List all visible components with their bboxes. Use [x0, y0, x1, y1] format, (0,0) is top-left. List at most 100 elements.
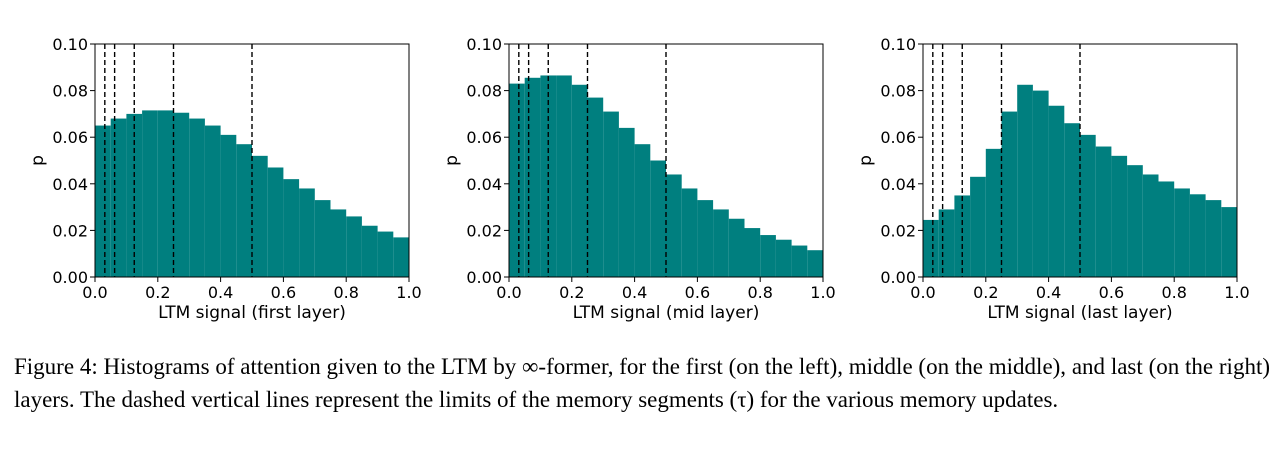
histogram-bar — [1189, 194, 1206, 277]
histogram-bar — [393, 237, 409, 277]
histogram-bar — [314, 200, 331, 277]
x-tick-label: 0.2 — [559, 283, 584, 302]
axes-frame — [508, 43, 824, 278]
y-tick-label: 0.08 — [466, 82, 502, 101]
y-tick-label: 0.08 — [52, 82, 88, 101]
y-tick-label: 0.02 — [52, 221, 88, 240]
histogram-bar — [1111, 155, 1128, 277]
histogram-bar — [330, 209, 347, 277]
histogram-bar — [603, 111, 619, 277]
histogram-bar — [618, 127, 635, 277]
chart-panel-1: 0.00 0.02 0.04 0.06 0.08 0.10 0.0 0.2 0.4 0.6 0.8 1… — [28, 35, 422, 323]
x-tick-label: 1.0 — [1224, 283, 1249, 302]
x-tick-label: 0.4 — [622, 283, 647, 302]
histogram-bar — [1142, 174, 1159, 277]
y-tick-label: 0.06 — [880, 128, 916, 147]
x-tick-label: 0.2 — [145, 283, 170, 302]
y-tick-label: 0.02 — [466, 221, 502, 240]
histogram-bar — [1221, 207, 1237, 277]
histogram-bar — [126, 113, 143, 278]
x-axis-label: LTM signal (first layer) — [158, 303, 346, 323]
histogram-bar — [775, 239, 792, 277]
y-tick-label: 0.10 — [880, 35, 916, 54]
histogram-bar — [556, 75, 572, 277]
histogram-bar — [807, 250, 823, 277]
x-tick-label: 0.6 — [685, 283, 710, 302]
x-tick-label: 0.4 — [208, 283, 233, 302]
x-tick-label: 0.6 — [271, 283, 296, 302]
histogram-bar — [95, 125, 111, 277]
histogram-bar — [283, 179, 300, 277]
x-axis-label: LTM signal (last layer) — [987, 303, 1172, 323]
histogram-bar — [697, 200, 714, 277]
histogram-bar — [267, 167, 284, 277]
axes-frame — [94, 43, 410, 278]
y-tick-label: 0.04 — [880, 175, 916, 194]
y-tick-label: 0.10 — [52, 35, 88, 54]
x-tick-label: 1.0 — [396, 283, 421, 302]
histogram-bar — [791, 245, 808, 277]
x-tick-label: 0.8 — [333, 283, 358, 302]
histogram-bar — [666, 174, 682, 277]
histogram-bar — [760, 235, 776, 277]
histogram-bar — [299, 188, 315, 277]
x-tick-label: 0.0 — [82, 283, 107, 302]
x-tick-label: 1.0 — [810, 283, 835, 302]
chart-panel-2: 0.00 0.02 0.04 0.06 0.08 0.10 0.0 0.2 0.4 0.6 0.8 1… — [442, 35, 836, 323]
histogram-bar — [1032, 90, 1049, 277]
chart-panel-3: 0.00 0.02 0.04 0.06 0.08 0.10 0.0 0.2 0.4 0.6 0.8 1… — [856, 35, 1250, 323]
histogram-bar — [681, 188, 698, 277]
y-tick-label: 0.00 — [52, 268, 88, 287]
histogram-bar — [142, 110, 158, 277]
y-tick-label: 0.08 — [880, 82, 916, 101]
histogram-bar — [571, 84, 588, 278]
histogram-bar — [236, 144, 252, 277]
histogram-bar — [1127, 165, 1143, 277]
y-axis-label: p — [28, 155, 48, 166]
histogram-bar — [157, 110, 174, 277]
histogram-bar — [587, 97, 604, 277]
y-tick-label: 0.06 — [466, 128, 502, 147]
histogram-bar — [713, 209, 729, 277]
y-tick-label: 0.10 — [466, 35, 502, 54]
histogram-bar — [650, 160, 666, 277]
x-tick-label: 0.0 — [910, 283, 935, 302]
y-axis-label: p — [856, 155, 876, 166]
histogram-bar — [252, 155, 268, 277]
histogram-bar — [509, 83, 525, 277]
y-axis-label: p — [442, 155, 462, 166]
x-axis-label: LTM signal (mid layer) — [573, 303, 760, 323]
histogram-bar — [220, 134, 237, 277]
x-tick-label: 0.6 — [1099, 283, 1124, 302]
histogram-bar — [938, 209, 955, 277]
x-tick-label: 0.8 — [747, 283, 772, 302]
histogram-bar — [1001, 111, 1018, 277]
histogram-bar — [189, 118, 205, 277]
y-tick-label: 0.00 — [466, 268, 502, 287]
x-tick-label: 0.2 — [973, 283, 998, 302]
y-tick-label: 0.04 — [466, 175, 502, 194]
x-tick-label: 0.0 — [496, 283, 521, 302]
histogram-bar — [173, 112, 190, 277]
histogram-bar — [110, 118, 127, 277]
y-tick-label: 0.00 — [880, 268, 916, 287]
histogram-bar — [1064, 123, 1080, 277]
histogram-bar — [377, 231, 394, 277]
histogram-bar — [361, 225, 378, 277]
y-tick-label: 0.04 — [52, 175, 88, 194]
histogram-bar — [1080, 134, 1096, 277]
histogram-bar — [1174, 188, 1190, 277]
figure-caption: Figure 4: Histograms of attention given … — [14, 354, 1270, 412]
x-tick-label: 0.8 — [1161, 283, 1186, 302]
histogram-bar — [1158, 181, 1175, 277]
histogram-bar — [1017, 84, 1033, 278]
x-tick-label: 0.4 — [1036, 283, 1061, 302]
y-tick-label: 0.06 — [52, 128, 88, 147]
histogram-bar — [204, 125, 221, 277]
histogram-figure: 0.00 0.02 0.04 0.06 0.08 0.10 0.0 0.2 0.4 0.6 0.8 1… — [28, 35, 1250, 323]
y-tick-label: 0.02 — [880, 221, 916, 240]
histogram-bar — [923, 219, 939, 277]
histogram-bar — [346, 216, 362, 277]
histogram-bar — [744, 228, 761, 277]
histogram-bar — [1095, 146, 1112, 277]
